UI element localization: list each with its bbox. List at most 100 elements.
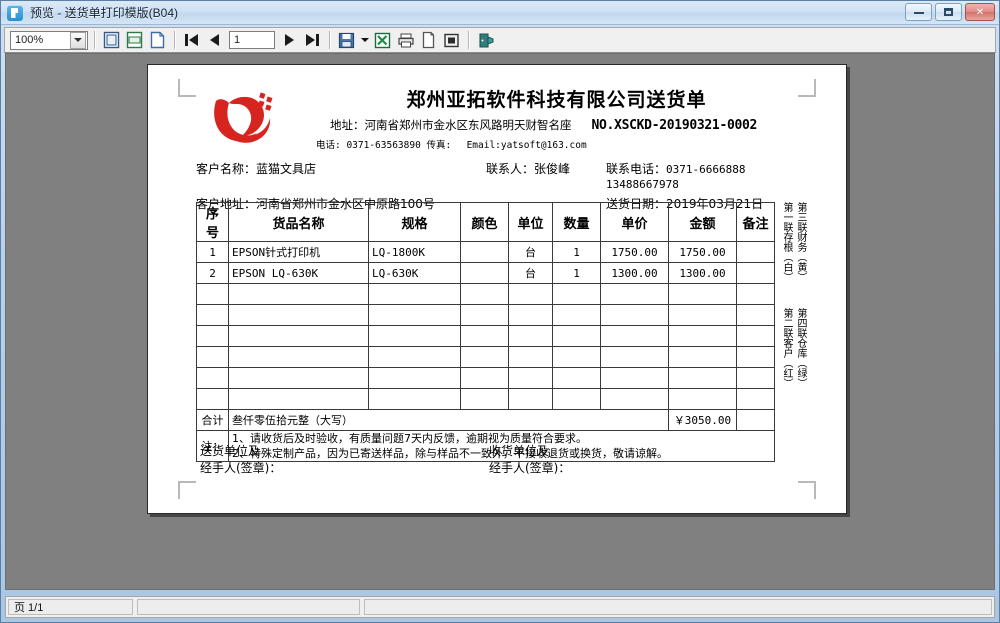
customer-name-label: 客户名称：	[196, 162, 257, 176]
close-button[interactable]: ✕	[965, 3, 995, 21]
crop-mark-top-left	[178, 79, 196, 97]
copy-column-right: 第三联财务（黄） 第四联仓库（绿）	[795, 202, 806, 442]
total-in-words: 叁仟零伍拾元整（大写）	[228, 409, 669, 431]
last-page-button[interactable]	[302, 30, 323, 51]
goods-table-body: 1 EPSON针式打印机 LQ-1800K 台 1 1750.00 1750.0…	[196, 241, 775, 462]
status-bar: 页 1/1	[5, 596, 995, 618]
col-header-amount: 金额	[668, 202, 737, 242]
contact-phone-value: 0371-6666888 13488667978	[606, 163, 746, 191]
contact-person-field: 联系人：张俊峰	[486, 160, 606, 191]
status-pane-3	[364, 599, 992, 615]
save-dropdown-button[interactable]	[359, 30, 370, 51]
status-page-info: 页 1/1	[8, 599, 133, 615]
preview-toolbar: 100% 1	[4, 27, 996, 53]
preview-page: 郑州亚拓软件科技有限公司送货单 地址：河南省郑州市金水区东风路明天财智名座 NO…	[147, 64, 847, 514]
receive-line-1: 收货单位及	[489, 444, 550, 458]
cell-price: 1300.00	[600, 262, 669, 284]
table-row[interactable]: 2 EPSON LQ-630K LQ-630K 台 1 1300.00 1300…	[196, 262, 775, 284]
chevron-down-icon[interactable]	[70, 31, 86, 49]
copy-label-1: 第一联存根（白）	[781, 202, 792, 282]
deliver-line-1: 送货单位及	[200, 444, 261, 458]
copy-label-2: 第二联客户（红）	[781, 308, 792, 388]
exit-button[interactable]	[475, 30, 496, 51]
table-row-empty[interactable]	[196, 304, 775, 326]
cell-qty: 1	[552, 241, 601, 263]
preview-viewport[interactable]: 郑州亚拓软件科技有限公司送货单 地址：河南省郑州市金水区东风路明天财智名座 NO…	[5, 53, 995, 590]
phone-email-line: 电话: 0371-63563890 传真: Email:yatsoft@163.…	[316, 137, 807, 151]
table-row-empty[interactable]	[196, 346, 775, 368]
document-title-block: 郑州亚拓软件科技有限公司送货单 地址：河南省郑州市金水区东风路明天财智名座 NO…	[302, 85, 807, 151]
copy-label-4: 第四联仓库（绿）	[795, 308, 806, 388]
customer-row-1: 客户名称：蓝猫文具店 联系人：张俊峰 联系电话：0371-6666888 134…	[196, 160, 806, 191]
customer-name-field: 客户名称：蓝猫文具店	[196, 160, 486, 191]
total-label: 合计	[196, 409, 229, 431]
customer-info-block: 客户名称：蓝猫文具店 联系人：张俊峰 联系电话：0371-6666888 134…	[196, 160, 806, 216]
status-pane-2	[137, 599, 360, 615]
toolbar-separator	[329, 31, 330, 49]
col-header-price: 单价	[600, 202, 669, 242]
table-row-empty[interactable]	[196, 367, 775, 389]
cell-name: EPSON针式打印机	[228, 241, 369, 263]
cell-remark	[736, 241, 775, 263]
contact-phone-field: 联系电话：0371-6666888 13488667978	[606, 160, 806, 191]
deliver-signature-block: 送货单位及 经手人(签章)：	[196, 443, 485, 477]
goods-table-wrapper: 序号 货品名称 规格 颜色 单位 数量 单价 金额 备注	[196, 202, 775, 462]
cell-remark	[736, 262, 775, 284]
delivery-note-document: 郑州亚拓软件科技有限公司送货单 地址：河南省郑州市金水区东风路明天财智名座 NO…	[148, 65, 848, 515]
window-controls: ✕	[905, 3, 995, 21]
receive-line-2: 经手人(签章)：	[489, 461, 571, 475]
cell-name: EPSON LQ-630K	[228, 262, 369, 284]
preview-app-icon	[7, 4, 23, 21]
contact-phone-label: 联系电话：	[606, 162, 667, 176]
window-title: 预览 - 送货单打印模版(B04)	[30, 6, 179, 20]
cell-amount: 1300.00	[668, 262, 737, 284]
table-note-row: 注： 1、请收货后及时验收，有质量问题7天内反馈，逾期视为质量符合要求。 2、特…	[196, 430, 775, 462]
cell-unit: 台	[508, 241, 553, 263]
copy-column-left: 第一联存根（白） 第二联客户（红）	[781, 202, 792, 442]
col-header-spec: 规格	[368, 202, 461, 242]
zoom-value: 100%	[15, 34, 44, 46]
note-line-2: 2、特殊定制产品，因为已寄送样品，除与样品不一致外，不接收退货或换货，敬请谅解。	[232, 447, 668, 460]
prev-page-button[interactable]	[204, 30, 225, 51]
table-row-empty[interactable]	[196, 325, 775, 347]
export-excel-button[interactable]	[372, 30, 393, 51]
cell-no: 2	[196, 262, 229, 284]
page-setup-button[interactable]	[418, 30, 439, 51]
document-header: 郑州亚拓软件科技有限公司送货单 地址：河南省郑州市金水区东风路明天财智名座 NO…	[192, 85, 807, 157]
crop-mark-top-right	[798, 79, 816, 97]
cell-spec: LQ-1800K	[368, 241, 461, 263]
stop-button[interactable]	[441, 30, 462, 51]
yatuo-tulip-logo	[202, 85, 284, 151]
actual-size-button[interactable]	[147, 30, 168, 51]
maximize-button[interactable]	[935, 3, 962, 21]
cell-color	[460, 241, 509, 263]
address-label: 地址：	[330, 118, 365, 132]
note-label: 注：	[196, 430, 229, 462]
first-page-button[interactable]	[181, 30, 202, 51]
toolbar-separator	[174, 31, 175, 49]
deliver-line-2: 经手人(签章)：	[200, 461, 282, 475]
print-button[interactable]	[395, 30, 416, 51]
page-number-input[interactable]: 1	[229, 31, 275, 49]
fit-page-button[interactable]	[101, 30, 122, 51]
customer-name-value: 蓝猫文具店	[256, 162, 317, 176]
table-row-empty[interactable]	[196, 283, 775, 305]
next-page-button[interactable]	[279, 30, 300, 51]
table-row[interactable]: 1 EPSON针式打印机 LQ-1800K 台 1 1750.00 1750.0…	[196, 241, 775, 263]
contact-person-label: 联系人：	[486, 162, 535, 176]
note-content: 1、请收货后及时验收，有质量问题7天内反馈，逾期视为质量符合要求。 2、特殊定制…	[228, 430, 775, 462]
minimize-button[interactable]	[905, 3, 932, 21]
table-row-empty[interactable]	[196, 388, 775, 410]
receive-signature-block: 收货单位及 经手人(签章)：	[485, 443, 774, 477]
cell-no: 1	[196, 241, 229, 263]
save-button[interactable]	[336, 30, 357, 51]
contact-person-value: 张俊峰	[534, 162, 571, 176]
address-value: 河南省郑州市金水区东风路明天财智名座	[364, 118, 572, 132]
cell-qty: 1	[552, 262, 601, 284]
toolbar-separator	[94, 31, 95, 49]
zoom-select[interactable]: 100%	[10, 30, 88, 50]
goods-table: 序号 货品名称 规格 颜色 单位 数量 单价 金额 备注	[196, 202, 775, 462]
fit-width-button[interactable]	[124, 30, 145, 51]
title-bar: 预览 - 送货单打印模版(B04) ✕	[1, 1, 999, 25]
